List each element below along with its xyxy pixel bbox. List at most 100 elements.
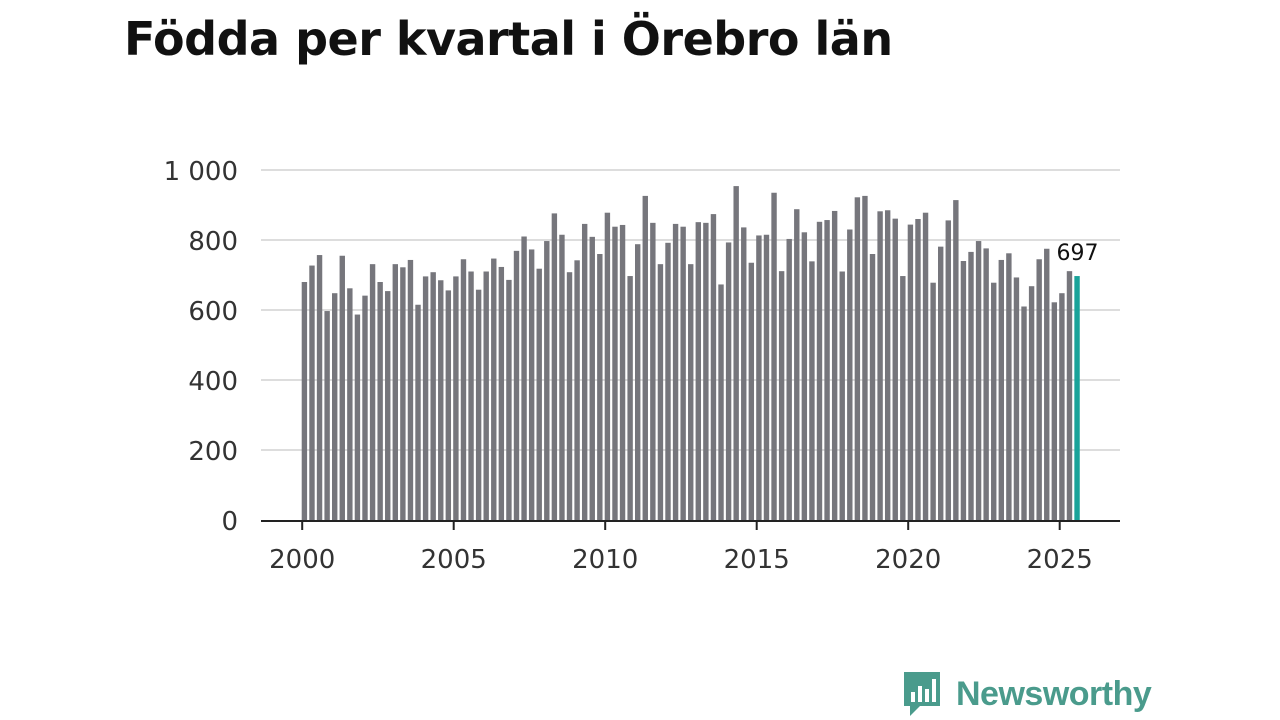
bar — [1051, 302, 1058, 520]
bar — [922, 212, 929, 520]
bar — [672, 223, 679, 520]
bar — [930, 282, 936, 520]
x-tick-label: 2020 — [875, 545, 941, 575]
bar — [884, 210, 891, 520]
bar — [635, 244, 641, 520]
y-tick-label: 0 — [221, 507, 238, 537]
bar — [915, 219, 921, 520]
bar — [778, 271, 785, 520]
y-tick-label: 200 — [188, 437, 238, 467]
bar — [581, 223, 588, 520]
bar — [498, 266, 505, 520]
bar — [475, 289, 482, 520]
chart-title: Födda per kvartal i Örebro län — [124, 12, 893, 66]
bar — [627, 276, 633, 520]
bar — [1006, 253, 1012, 521]
bar — [1021, 306, 1027, 520]
bar — [528, 249, 535, 520]
bar — [998, 259, 1004, 520]
bar — [801, 232, 808, 521]
bar — [892, 218, 898, 520]
bar — [612, 226, 618, 520]
y-tick-label: 400 — [188, 367, 238, 397]
bar — [453, 276, 459, 520]
bar — [1028, 286, 1035, 520]
bar — [400, 267, 406, 520]
bar — [907, 224, 914, 520]
bar — [831, 210, 838, 520]
bar — [392, 264, 398, 520]
bar — [642, 195, 648, 520]
bar — [559, 234, 565, 520]
bar — [619, 224, 626, 520]
bar — [483, 271, 489, 520]
bar — [657, 264, 664, 520]
bar-chart-bubble-icon — [904, 672, 940, 716]
bar — [900, 276, 906, 520]
bar — [983, 248, 989, 520]
bar — [741, 227, 747, 520]
bar — [718, 284, 724, 520]
x-tick-label: 2000 — [269, 545, 335, 575]
bar — [513, 250, 520, 520]
bar — [324, 311, 330, 520]
bar — [566, 272, 573, 520]
bar — [415, 304, 421, 520]
labels: 0 200 400 600 800 1 000 2000 2005 2010 2015 2020 20… — [164, 157, 1099, 575]
bar — [574, 260, 580, 520]
bar — [688, 264, 694, 520]
bar — [445, 290, 452, 520]
bar — [362, 295, 368, 520]
y-tick-label: 800 — [188, 227, 238, 257]
bar — [748, 262, 755, 520]
bar — [945, 220, 951, 520]
bar — [1013, 277, 1020, 520]
bar-chart: 0 200 400 600 800 1 000 2000 2005 2010 2015 2020 20… — [164, 157, 1120, 575]
newsworthy-logo: Newsworthy — [902, 670, 1152, 718]
bar — [869, 254, 876, 520]
axes — [261, 520, 1120, 530]
bar — [589, 236, 595, 520]
bar — [1036, 259, 1042, 520]
x-tick-label: 2025 — [1027, 545, 1093, 575]
bar — [809, 261, 815, 520]
bar — [1066, 271, 1073, 520]
y-tick-label: 1 000 — [164, 157, 238, 187]
bar — [506, 279, 512, 520]
bar — [301, 282, 308, 520]
bar — [710, 214, 717, 520]
bar — [604, 212, 611, 520]
bar — [369, 264, 376, 520]
bar — [763, 234, 770, 520]
bar — [703, 222, 709, 520]
bar — [756, 235, 762, 520]
bar — [536, 268, 542, 520]
bar — [347, 288, 353, 520]
bar — [991, 282, 997, 520]
bar — [960, 261, 967, 520]
bar — [491, 258, 497, 520]
bar — [460, 259, 467, 520]
bar — [339, 255, 345, 520]
bar — [975, 241, 982, 521]
bar — [1044, 248, 1050, 520]
bar — [521, 236, 527, 520]
bar — [468, 271, 474, 520]
bar — [430, 272, 436, 520]
x-tick-label: 2015 — [724, 545, 790, 575]
bar — [551, 213, 558, 520]
bar — [862, 195, 868, 520]
bar — [332, 293, 338, 520]
bar — [725, 242, 732, 520]
bar — [385, 291, 391, 520]
bar — [839, 271, 845, 520]
bar — [816, 221, 823, 521]
bar — [544, 241, 550, 521]
bar — [854, 197, 861, 521]
bar — [847, 229, 853, 520]
bar — [407, 259, 414, 520]
bar — [665, 242, 671, 521]
bar — [771, 192, 777, 520]
value-label: 697 — [1057, 241, 1099, 266]
bar — [733, 186, 739, 520]
